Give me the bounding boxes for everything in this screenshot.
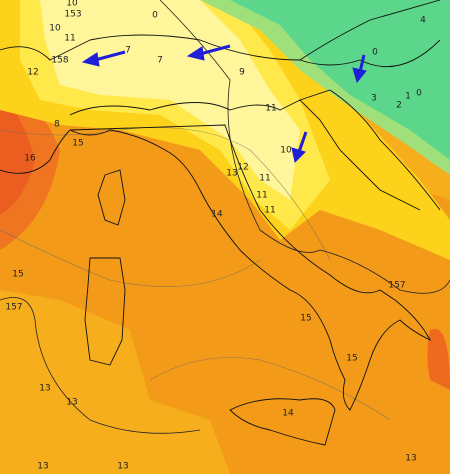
wind-arrow <box>358 54 366 73</box>
wind-arrow <box>94 50 126 62</box>
contour-label: 153 <box>64 10 81 20</box>
contour-label: 13 <box>405 454 416 464</box>
contour-label: 7 <box>125 46 131 56</box>
arrow-head <box>352 67 367 84</box>
contour-label: 9 <box>239 68 245 78</box>
contour-label: 16 <box>24 154 36 164</box>
contour-label: 13 <box>226 169 237 179</box>
contour-label: 15 <box>346 354 357 364</box>
contour-label: 7 <box>157 56 163 66</box>
arrow-head <box>186 46 205 61</box>
contour-label: 11 <box>256 191 267 201</box>
contour-label: 14 <box>211 210 223 220</box>
contour-label: 15 <box>72 139 83 149</box>
contour-label: 11 <box>265 104 276 114</box>
contour-label: 13 <box>66 398 77 408</box>
arrow-head <box>81 52 100 67</box>
contour-label: 0 <box>152 11 158 21</box>
contour-label: 12 <box>27 68 38 78</box>
contour-label: 0 <box>416 89 422 99</box>
wind-arrow <box>297 131 308 153</box>
contour-label: 13 <box>117 462 128 472</box>
contour-label: 10 <box>280 146 292 156</box>
contour-label: 10 <box>66 0 78 9</box>
contour-label: 11 <box>64 34 75 44</box>
wind-arrow <box>199 44 231 56</box>
contour-label: 157 <box>388 281 405 291</box>
orange-zone <box>0 40 450 474</box>
contour-label: 1 <box>405 92 411 102</box>
contour-label: 0 <box>372 48 378 58</box>
contour-label: 12 <box>237 163 248 173</box>
contour-label: 15 <box>12 270 23 280</box>
wind-arrows <box>81 44 367 164</box>
hot-zone <box>0 90 35 215</box>
contour-label: 157 <box>5 303 22 313</box>
contour-label: 11 <box>264 206 275 216</box>
contour-label: 14 <box>282 409 294 419</box>
coastline <box>69 99 432 411</box>
island <box>84 169 336 446</box>
hot-zone <box>427 328 450 390</box>
green-zone <box>230 0 450 160</box>
pale-zone <box>40 0 300 200</box>
contour-label: 11 <box>259 174 270 184</box>
arrow-head <box>291 147 306 164</box>
contour-label: 158 <box>51 56 68 66</box>
contour-label: 4 <box>420 16 426 26</box>
contour-label: 13 <box>39 384 50 394</box>
contour-label: 2 <box>396 101 402 111</box>
contour-label: 15 <box>300 314 311 324</box>
contour-label: 10 <box>49 24 61 34</box>
contour-label: 3 <box>371 94 377 104</box>
contour-label: 13 <box>37 462 48 472</box>
contour-label: 8 <box>54 120 60 130</box>
border <box>0 0 441 211</box>
